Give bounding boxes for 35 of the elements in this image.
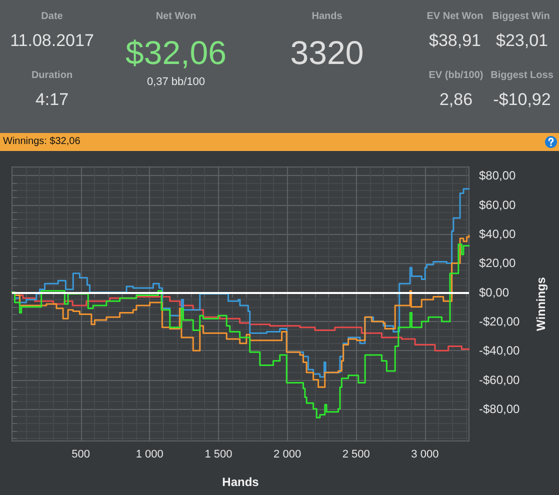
text: Net Won [156,11,196,22]
text: Hands [312,11,342,22]
x-tick-label: 3 000 [411,448,439,460]
x-tick-label: 2 500 [342,448,370,460]
text: Biggest Win [492,11,550,22]
text: 11.08.2017 [10,30,94,50]
text: $38,91 [429,30,481,50]
y-tick-label: $20,00 [479,256,516,270]
text: $32,06 [126,34,226,72]
y-tick-label: $80,00 [479,168,516,183]
x-tick-label: 2 000 [274,448,302,460]
text: Biggest Loss [490,70,554,82]
y-tick-label: -$60,00 [479,372,520,387]
text: Date [41,11,63,22]
y-tick-label: $60,00 [479,198,516,212]
text: 3320 [290,34,364,72]
y-tick-label: -$80,00 [479,402,520,416]
text: Duration [31,70,73,82]
y-tick-label: -$20,00 [479,314,520,328]
x-axis-title: Hands [222,475,260,489]
y-tick-label: $40,00 [479,227,516,242]
text: EV (bb/100) [428,70,484,82]
y-tick-label: -$40,00 [479,344,520,358]
text: 4:17 [35,90,69,109]
text: $23,01 [496,30,548,50]
chart-title: Winnings: $32,06 [3,136,80,148]
text: EV Net Won [426,11,484,22]
text: 0,37 bb/100 [146,76,206,88]
y-axis-title: Winnings [534,276,548,331]
x-tick-label: 1 000 [136,448,164,460]
text: 2,86 [439,90,473,109]
x-tick-label: 1 500 [204,448,232,460]
x-tick-label: 500 [72,448,90,460]
y-tick-label: $0,00 [479,285,510,300]
text: -$10,92 [493,90,551,109]
